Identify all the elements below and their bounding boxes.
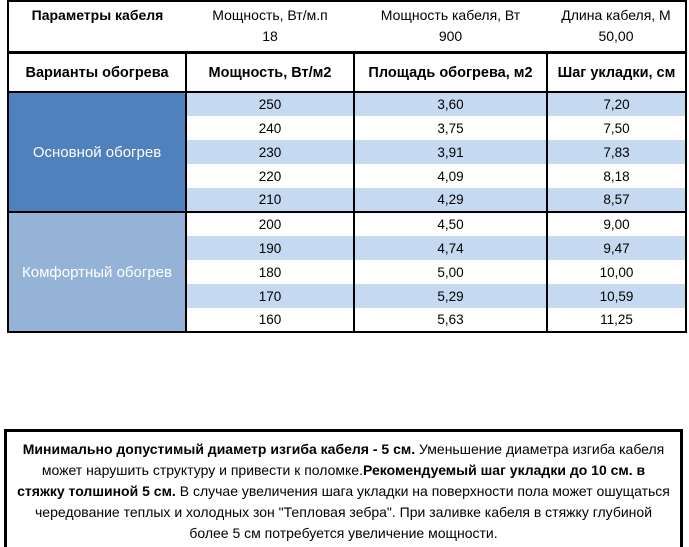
note-segment-bold: Рекомендуемый шаг укладки до 10 см. в ст… — [17, 462, 646, 499]
data-cell: 160 — [185, 308, 354, 332]
data-cell: 230 — [185, 140, 354, 164]
table-row: Основной обогрев 250 3,60 7,20 — [8, 92, 686, 212]
params-value-row: 18 900 50,00 — [8, 28, 686, 53]
note-segment: Уменьшение диаметра изгиба кабеля может … — [41, 441, 665, 478]
data-cell: 3,75 — [353, 116, 547, 140]
header-power: Мощность, Вт/м2 — [185, 51, 354, 93]
data-cell: 10,00 — [546, 260, 686, 284]
param-label-cable-length: Длина кабеля, М — [561, 7, 671, 23]
data-cell: 11,25 — [546, 308, 686, 332]
table-row: 220 4,09 8,18 — [8, 164, 686, 188]
header-step: Шаг укладки, см — [546, 51, 686, 93]
note-segment: В случае увеличения шага укладки на пове… — [34, 483, 670, 541]
data-cell: 3,91 — [353, 140, 547, 164]
param-value-power-per-m: 18 — [262, 28, 278, 44]
param-label-power-per-m: Мощность, Вт/м.п — [212, 7, 328, 23]
data-cell: 4,09 — [353, 164, 547, 188]
table-row: 190 4,74 9,47 — [8, 236, 686, 260]
section-label: Комфортный обогрев — [8, 211, 186, 332]
data-cell: 8,57 — [546, 188, 686, 212]
data-cell: 5,63 — [353, 308, 547, 332]
data-cell: 180 — [185, 260, 354, 284]
data-cell: 4,29 — [353, 188, 547, 212]
heating-data-rows: Основной обогрев 250 3,60 7,20 240 3,75 7,50 23… — [8, 92, 686, 332]
note-segment-bold: Минимально допустимый диаметр изгиба каб… — [22, 441, 416, 457]
data-cell: 7,20 — [546, 92, 686, 116]
params-empty-cell — [8, 28, 186, 53]
data-cell: 5,29 — [353, 284, 547, 308]
param-value-cable-length: 50,00 — [598, 28, 634, 44]
data-cell: 250 — [185, 92, 354, 116]
header-variants: Варианты обогрева — [8, 51, 186, 93]
table-row: Комфортный обогрев 200 4,50 9,00 — [8, 211, 686, 332]
param-value-cable-power: 900 — [438, 28, 463, 44]
section-label: Основной обогрев — [8, 92, 186, 212]
data-cell: 5,00 — [353, 260, 547, 284]
table-row: 210 4,29 8,57 — [8, 188, 686, 212]
cable-parameters-table: Параметры кабеля Мощность, Вт/м.п Мощнос… — [7, 0, 687, 333]
params-label-row: Параметры кабеля Мощность, Вт/м.п Мощнос… — [8, 1, 686, 28]
data-cell: 9,47 — [546, 236, 686, 260]
params-title: Параметры кабеля — [31, 7, 164, 23]
header-area: Площадь обогрева, м2 — [353, 51, 547, 93]
data-cell: 8,18 — [546, 164, 686, 188]
data-cell: 190 — [185, 236, 354, 260]
table-row: 240 3,75 7,50 — [8, 116, 686, 140]
data-cell: 170 — [185, 284, 354, 308]
table-row: 230 3,91 7,83 — [8, 140, 686, 164]
note-box: Минимально допустимый диаметр изгиба каб… — [4, 429, 683, 547]
data-cell: 3,60 — [353, 92, 547, 116]
table-row: 180 5,00 10,00 — [8, 260, 686, 284]
data-cell: 9,00 — [546, 211, 686, 236]
data-cell: 210 — [185, 188, 354, 212]
data-cell: 4,74 — [353, 236, 547, 260]
table-row: 160 5,63 11,25 — [8, 308, 686, 332]
data-cell: 200 — [185, 211, 354, 236]
data-cell: 10,59 — [546, 284, 686, 308]
table-row: 170 5,29 10,59 — [8, 284, 686, 308]
data-cell: 7,83 — [546, 140, 686, 164]
data-cell: 4,50 — [353, 211, 547, 236]
param-label-cable-power: Мощность кабеля, Вт — [380, 7, 521, 23]
data-cell: 240 — [185, 116, 354, 140]
heating-header-row: Варианты обогрева Мощность, Вт/м2 Площад… — [8, 51, 686, 93]
data-cell: 220 — [185, 164, 354, 188]
data-cell: 7,50 — [546, 116, 686, 140]
